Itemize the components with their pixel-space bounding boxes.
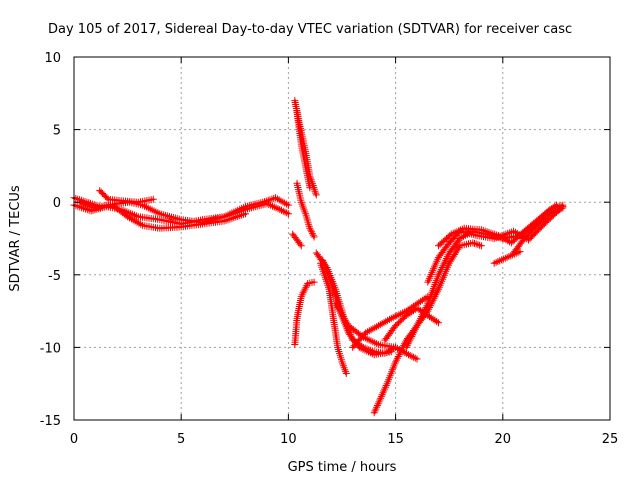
y-tick-label: -15 — [40, 414, 61, 429]
series-markers — [293, 179, 318, 241]
series-track-21 — [510, 204, 567, 257]
x-tick-label: 15 — [387, 432, 404, 447]
series-track-13 — [332, 300, 421, 363]
series-markers — [96, 187, 157, 206]
series-track-7 — [293, 179, 318, 241]
series-track-8 — [289, 230, 305, 250]
series-markers — [76, 198, 249, 232]
series-markers — [490, 248, 524, 267]
series-track-14 — [370, 239, 485, 417]
series-track-15 — [349, 293, 432, 351]
series-markers — [332, 300, 421, 363]
x-axis-label: GPS time / hours — [288, 460, 397, 475]
series-track-6 — [293, 108, 314, 192]
series-layer — [70, 97, 567, 417]
series-markers — [291, 278, 318, 348]
series-markers — [510, 204, 567, 257]
axes-ticks — [73, 56, 611, 421]
series-track-9 — [291, 278, 318, 348]
series-markers — [435, 201, 560, 250]
series-track-19 — [435, 201, 560, 250]
y-tick-label: 0 — [53, 196, 61, 211]
x-tick-label: 5 — [177, 432, 185, 447]
x-tick-label: 10 — [280, 432, 297, 447]
series-markers — [289, 230, 305, 250]
plot-frame — [73, 56, 611, 421]
series-markers — [70, 194, 292, 226]
y-tick-label: 5 — [53, 124, 61, 139]
x-tick-label: 20 — [495, 432, 512, 447]
tick-labels: 0 5 10 15 20 25 -15 -10 -5 0 5 10 — [40, 51, 619, 447]
series-track-20 — [490, 248, 524, 267]
series-track-4 — [96, 187, 157, 206]
series-markers — [293, 108, 314, 192]
x-tick-label: 0 — [70, 432, 78, 447]
series-markers — [381, 304, 442, 344]
series-markers — [349, 293, 432, 351]
series-track-16 — [381, 304, 442, 344]
y-tick-label: 10 — [44, 51, 61, 66]
series-track-2 — [70, 194, 292, 226]
y-axis-label: SDTVAR / TECUs — [8, 185, 23, 292]
series-track-3 — [76, 198, 249, 232]
series-markers — [317, 259, 350, 377]
series-markers — [370, 239, 485, 417]
y-tick-label: -5 — [48, 269, 61, 284]
x-tick-label: 25 — [602, 432, 619, 447]
chart-title: Day 105 of 2017, Sidereal Day-to-day VTE… — [48, 22, 572, 37]
series-line — [373, 241, 483, 414]
y-tick-label: -10 — [40, 341, 61, 356]
series-track-11 — [317, 259, 350, 377]
